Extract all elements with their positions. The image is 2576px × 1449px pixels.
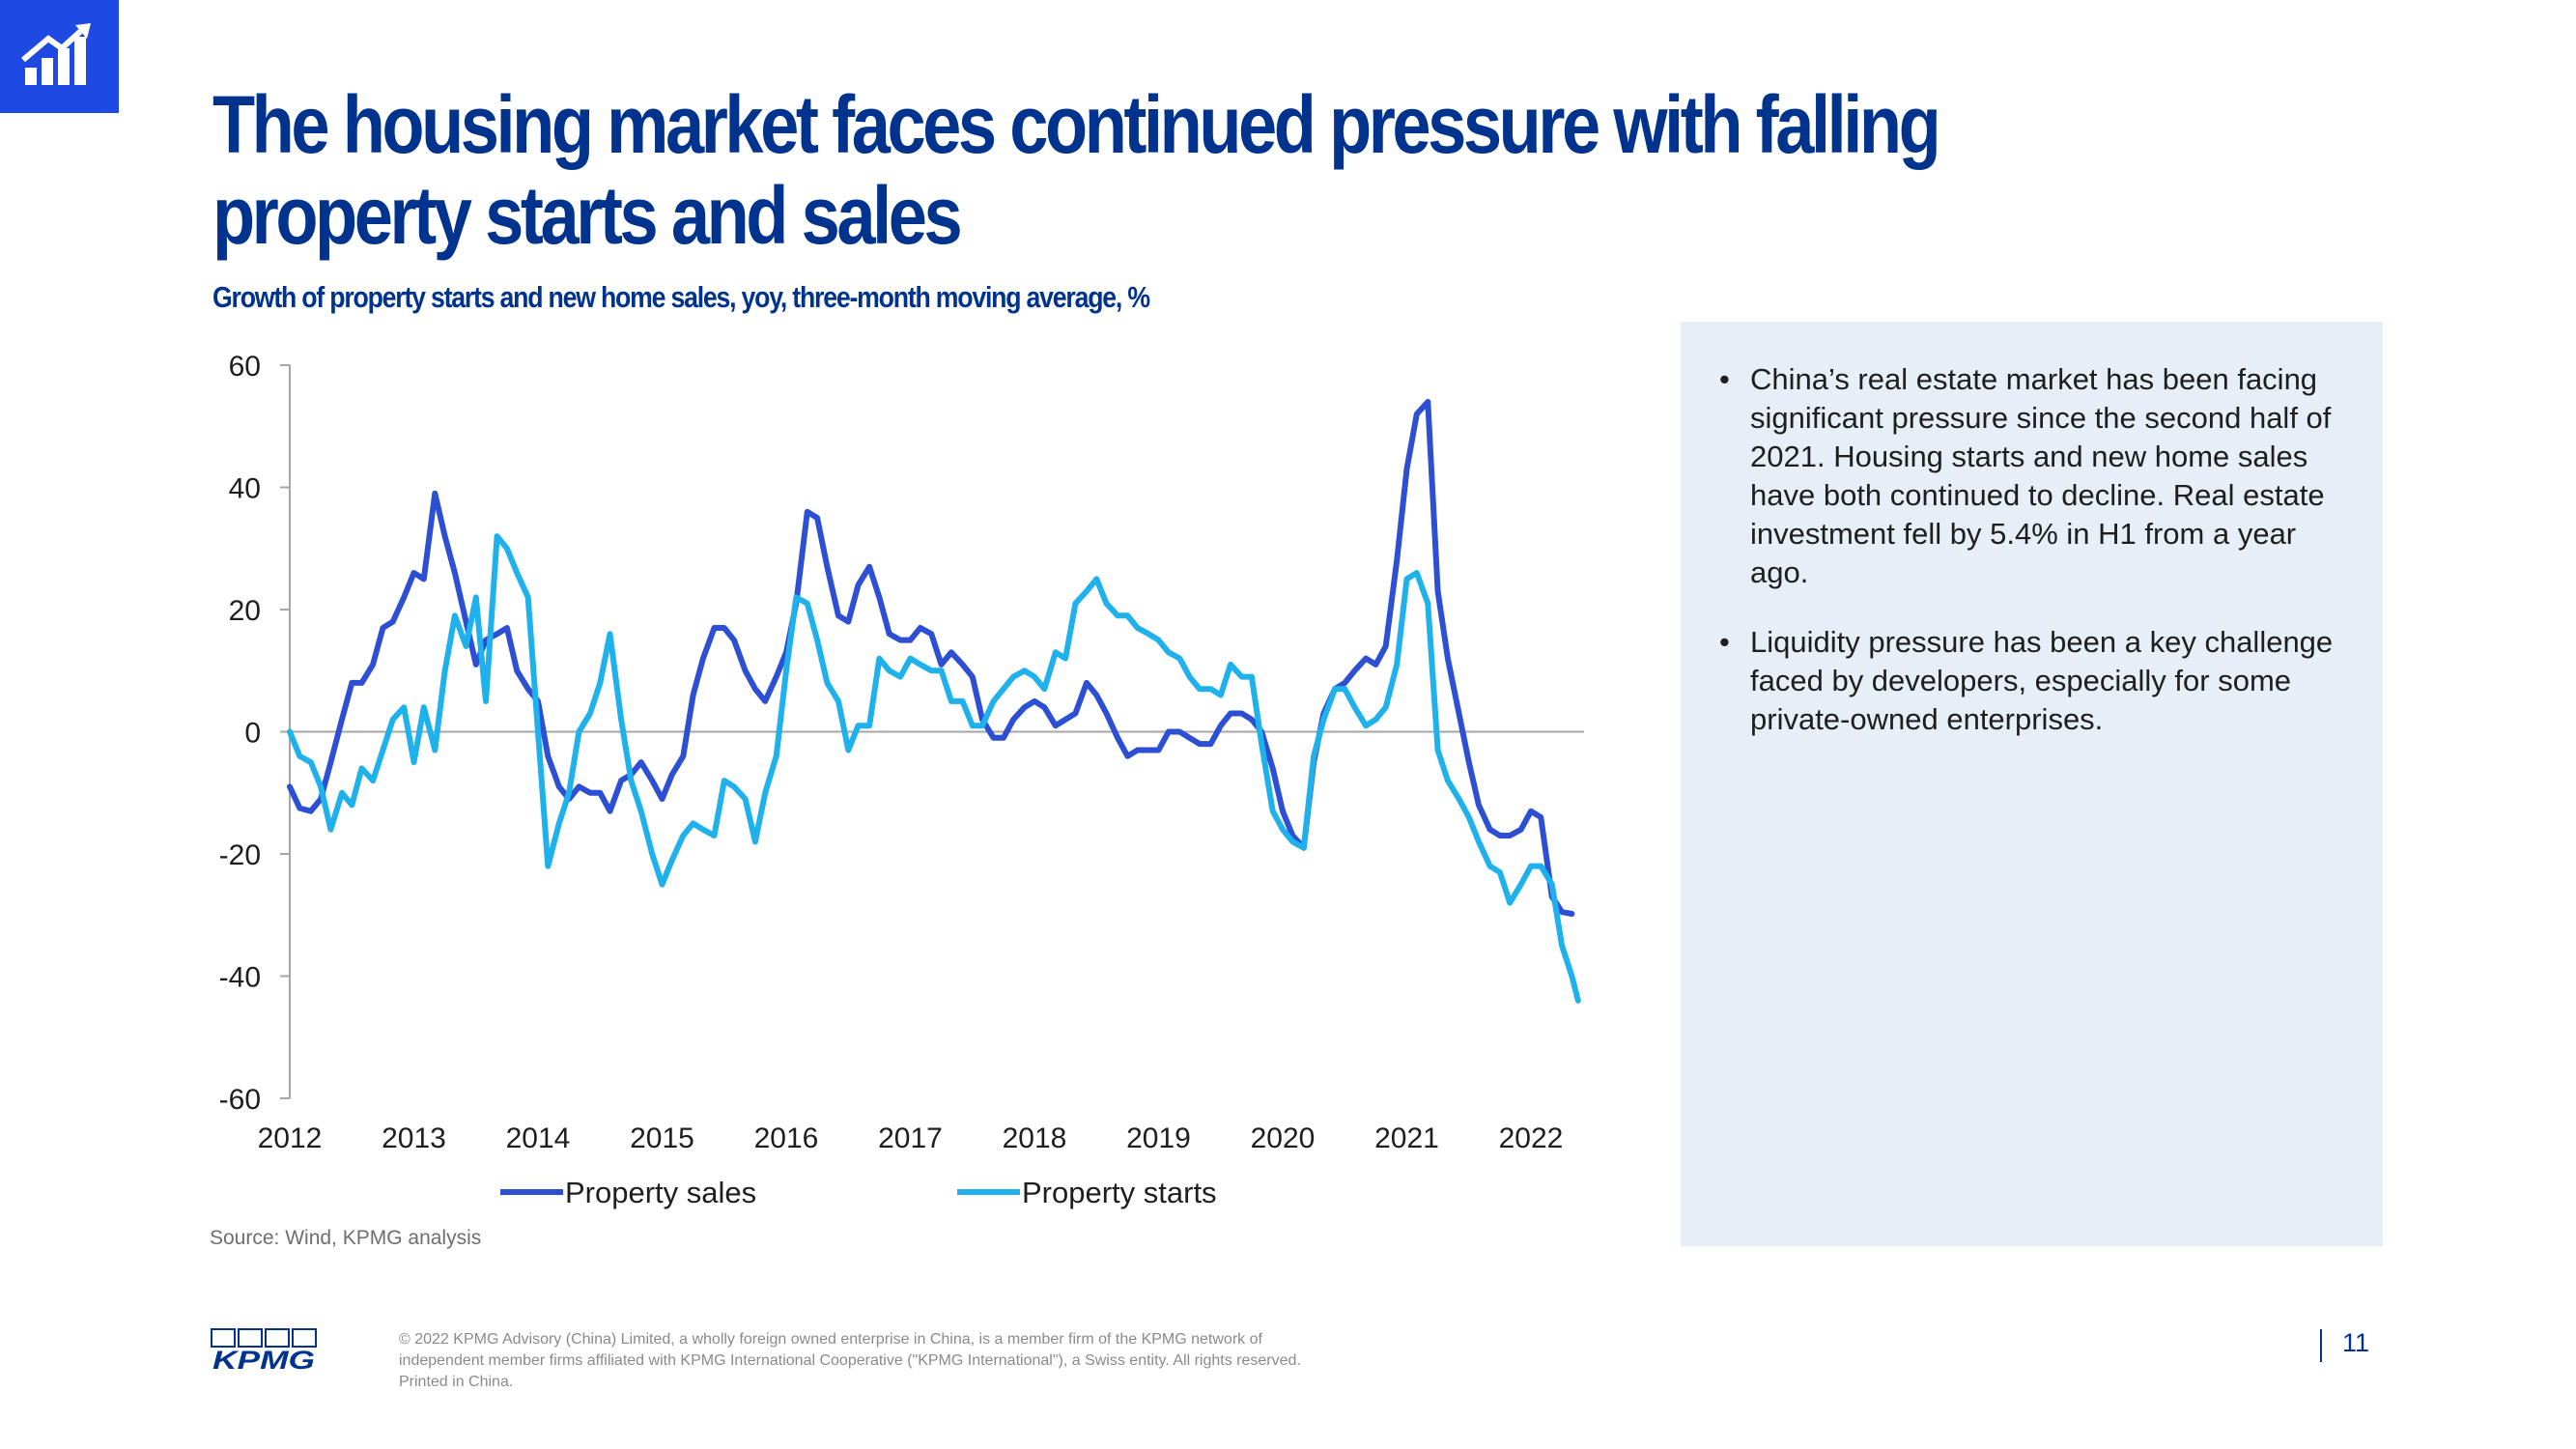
y-tick-label: -20 (219, 839, 261, 871)
page-divider (2320, 1329, 2322, 1362)
x-tick-label: 2015 (630, 1122, 694, 1154)
bar-chart-growth-icon (21, 23, 91, 85)
footer-line: Printed in China. (399, 1374, 514, 1390)
x-tick-label: 2021 (1374, 1122, 1439, 1154)
y-tick-label: 0 (244, 718, 261, 750)
x-tick-label: 2022 (1499, 1122, 1564, 1154)
bullet-list: China’s real estate market has been faci… (1715, 360, 2363, 770)
footer-copyright: © 2022 KPMG Advisory (China) Limited, a … (399, 1329, 1423, 1393)
legend-label-property-starts: Property starts (1022, 1176, 1217, 1209)
x-tick-label: 2013 (382, 1122, 446, 1154)
kpmg-logo: KPMG (211, 1328, 317, 1372)
page-number: 11 (2342, 1328, 2370, 1357)
y-tick-label: 60 (229, 351, 261, 383)
line-chart: 60 40 20 0 -20 -40 -60 2012 2013 2014 2015 2016 2017… (219, 351, 1584, 1209)
kpmg-logo-text: KPMG (212, 1346, 315, 1372)
property-starts-line (287, 533, 1581, 1004)
source-note: Source: Wind, KPMG analysis (210, 1227, 482, 1249)
x-tick-label: 2016 (754, 1122, 819, 1154)
y-tick-label: -60 (219, 1084, 261, 1116)
x-tick-label: 2019 (1126, 1122, 1191, 1154)
x-tick-label: 2012 (258, 1122, 323, 1154)
x-tick-label: 2017 (878, 1122, 943, 1154)
y-tick-label: -40 (219, 962, 261, 994)
x-tick-label: 2020 (1251, 1122, 1316, 1154)
x-tick-label: 2018 (1003, 1122, 1067, 1154)
x-tick-label: 2014 (506, 1122, 571, 1154)
legend-label-property-sales: Property sales (565, 1176, 756, 1209)
corner-badge (0, 0, 119, 113)
footer-line: © 2022 KPMG Advisory (China) Limited, a … (399, 1331, 1262, 1348)
property-sales-line (287, 399, 1575, 917)
chart-subtitle: Growth of property starts and new home s… (212, 280, 1150, 314)
y-tick-label: 40 (229, 473, 261, 505)
page-title: The housing market faces continued press… (212, 79, 1941, 261)
footer-line: independent member firms affiliated with… (399, 1352, 1301, 1369)
bullet-item: China’s real estate market has been faci… (1715, 360, 2363, 592)
y-tick-label: 20 (229, 595, 261, 627)
bullet-item: Liquidity pressure has been a key challe… (1715, 623, 2363, 739)
commentary-panel: China’s real estate market has been faci… (1681, 322, 2383, 1246)
